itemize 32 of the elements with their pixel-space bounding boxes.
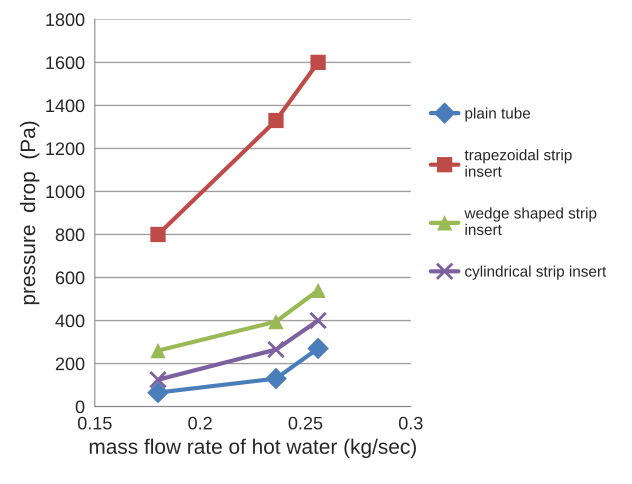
y-axis-title: pressure drop (Pa): [20, 122, 40, 304]
x-tick-label: 0.2: [188, 416, 212, 430]
y-tick-label: 1600: [46, 56, 84, 70]
y-tick-label: 1800: [46, 13, 84, 26]
y-tick-label: 1000: [46, 185, 84, 198]
y-tick-label: 400: [55, 314, 84, 328]
point: [148, 370, 168, 389]
legend-label: cylindrical strip insert: [465, 266, 606, 280]
point: [310, 54, 326, 70]
y-tick-label: 1400: [46, 99, 84, 112]
x-tick-label: 0.15: [78, 416, 112, 430]
point: [268, 314, 284, 330]
legend-label: plain tube: [465, 107, 530, 122]
legend-label: wedge shaped strip insert: [464, 207, 596, 236]
point: [150, 342, 166, 358]
point: [310, 282, 326, 298]
point: [309, 311, 328, 330]
y-tick-label: 800: [56, 228, 84, 242]
y-tick-label: 200: [56, 357, 84, 370]
y-tick-label: 0: [76, 400, 84, 414]
legend-label: trapezoidal strip insert: [464, 149, 572, 177]
point: [265, 368, 287, 390]
y-tick-label: 600: [56, 271, 84, 284]
point: [147, 382, 169, 404]
x-tick-label: 0.3: [398, 416, 423, 430]
point: [307, 338, 329, 360]
point: [268, 112, 284, 128]
x-tick-label: 0.25: [288, 416, 322, 430]
point: [150, 226, 166, 242]
y-tick-label: 1200: [46, 142, 84, 156]
point: [266, 340, 286, 359]
x-axis-title: mass flow rate of hot water (kg/sec): [90, 438, 416, 458]
